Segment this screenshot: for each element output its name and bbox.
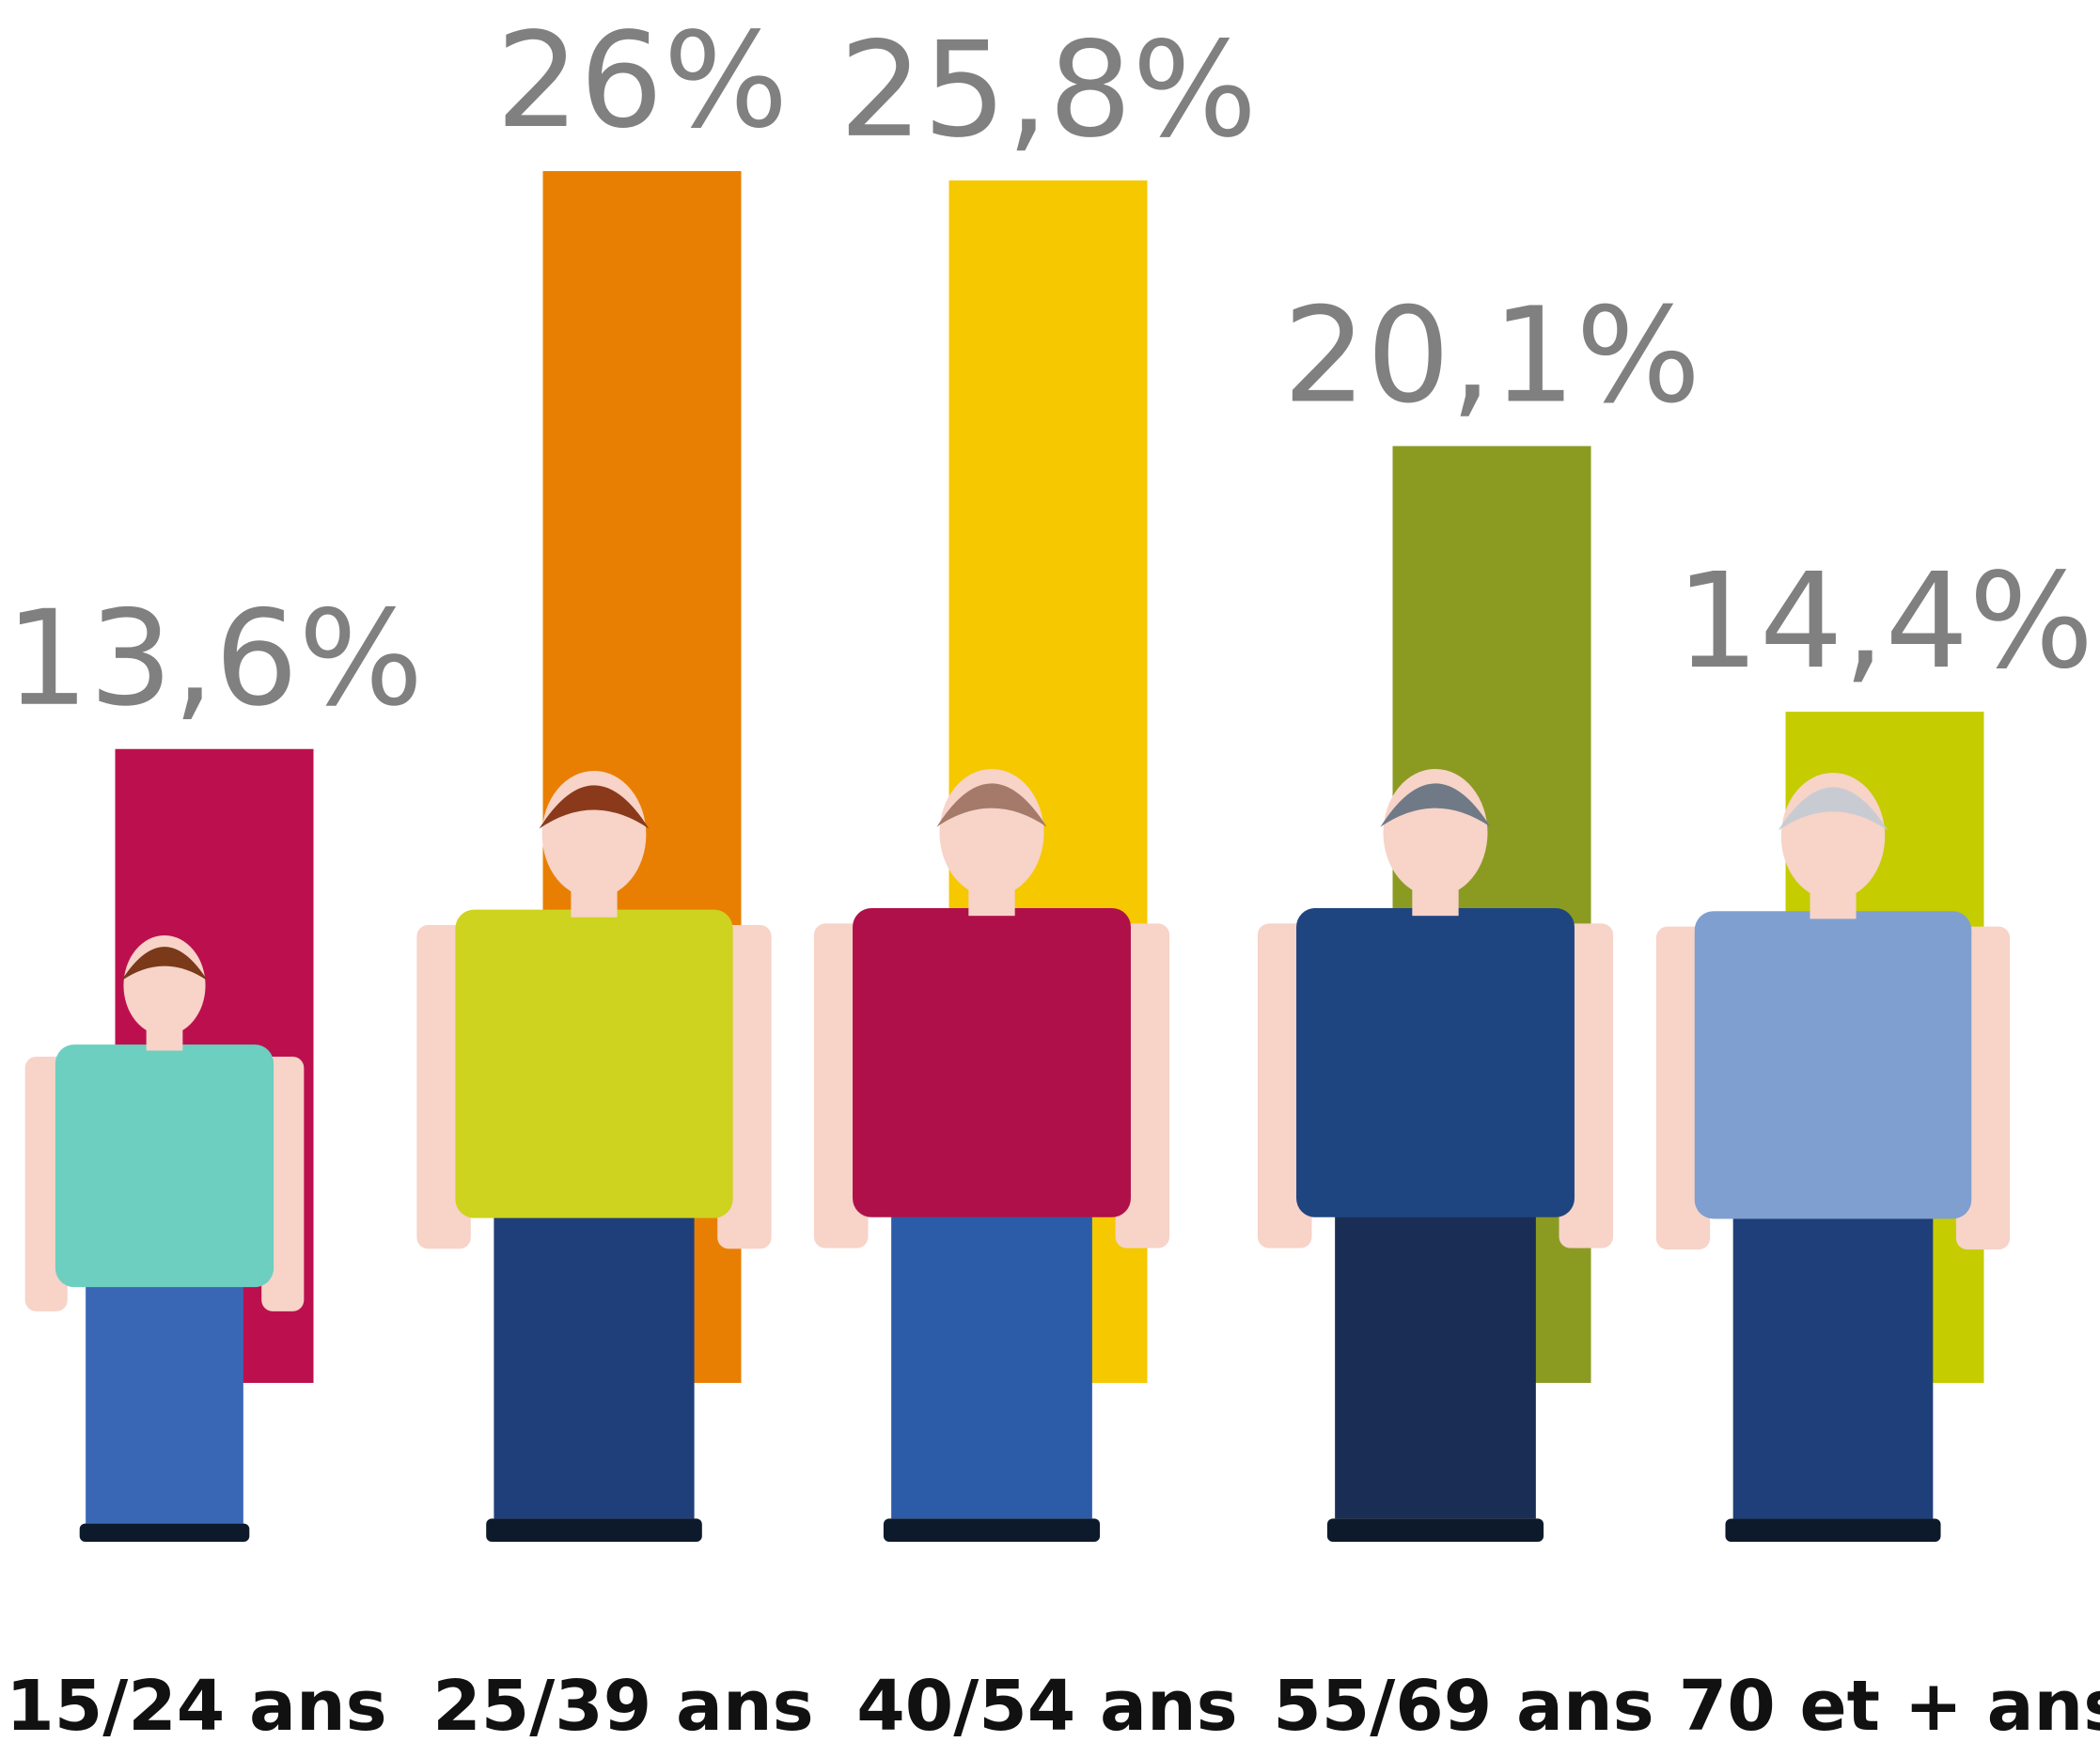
person-torso (853, 907, 1131, 1217)
person-leg (494, 1195, 695, 1519)
person-hair (539, 785, 650, 829)
value-label: 20,1% (1283, 280, 1701, 433)
x-tick-label: 15/24 ans (6, 1666, 386, 1742)
person-shoe (883, 1518, 1101, 1542)
person-figure (1655, 773, 2011, 1542)
person-torso (55, 1044, 274, 1288)
person-hair (121, 947, 208, 981)
person-shoe (1326, 1518, 1544, 1542)
person-hair (1380, 783, 1491, 827)
person-figure (24, 935, 305, 1542)
person-shoe (486, 1518, 702, 1542)
person-shoe (1725, 1518, 1941, 1542)
person-torso (455, 909, 733, 1218)
person-torso (1296, 907, 1575, 1217)
value-label: 13,6% (6, 583, 424, 736)
value-label: 14,4% (1676, 545, 2094, 698)
person-leg (1732, 1195, 1934, 1519)
person-leg (891, 1194, 1092, 1519)
value-label: 25,8% (839, 14, 1258, 167)
person-hair (1778, 787, 1888, 831)
person-leg (1335, 1194, 1536, 1519)
person-figure (813, 769, 1170, 1542)
person-figure (416, 771, 772, 1542)
x-tick-label: 55/69 ans (1273, 1666, 1653, 1742)
x-tick-label: 40/54 ans (856, 1666, 1237, 1742)
x-tick-label: 70 et + ans (1679, 1666, 2100, 1742)
person-leg (86, 1268, 243, 1524)
person-figure (1257, 769, 1614, 1542)
person-hair (936, 783, 1047, 827)
value-label: 26% (495, 5, 788, 158)
person-torso (1694, 911, 1972, 1219)
person-shoe (79, 1523, 250, 1542)
x-tick-label: 25/39 ans (432, 1666, 813, 1742)
